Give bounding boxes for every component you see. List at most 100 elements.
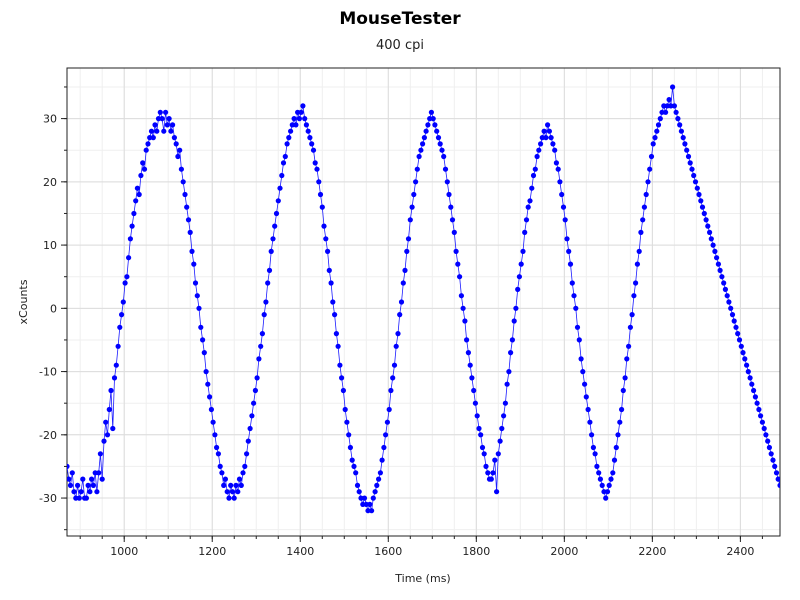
data-point xyxy=(337,362,343,368)
x-tick-label: 2000 xyxy=(550,545,578,558)
data-point xyxy=(210,419,216,425)
data-point xyxy=(576,337,582,343)
data-point xyxy=(698,198,704,204)
data-point xyxy=(663,109,669,115)
data-point xyxy=(97,451,103,457)
y-tick-label: 20 xyxy=(43,176,57,189)
data-point xyxy=(164,122,170,128)
data-point xyxy=(219,470,225,476)
data-point xyxy=(157,109,163,115)
data-point xyxy=(347,444,353,451)
data-point xyxy=(534,153,540,160)
data-point xyxy=(495,451,501,457)
data-point xyxy=(356,489,362,495)
data-point xyxy=(694,185,700,191)
data-point xyxy=(775,476,780,482)
data-point xyxy=(553,160,560,166)
data-point xyxy=(691,172,697,179)
data-point xyxy=(205,381,211,387)
data-point xyxy=(599,482,605,488)
data-point xyxy=(141,166,148,172)
data-point xyxy=(71,489,77,495)
data-point xyxy=(349,457,355,463)
data-point xyxy=(296,116,302,122)
data-point xyxy=(221,482,227,488)
data-point xyxy=(712,248,718,254)
data-point xyxy=(460,305,466,311)
data-point xyxy=(402,267,408,273)
data-point xyxy=(421,135,427,141)
data-point xyxy=(555,166,561,172)
x-tick-label: 1200 xyxy=(198,545,226,558)
data-point xyxy=(726,299,732,305)
data-point xyxy=(238,482,244,488)
data-point xyxy=(435,135,442,141)
data-point xyxy=(453,248,459,254)
series-line xyxy=(67,86,780,513)
data-point xyxy=(622,375,628,381)
data-point xyxy=(613,444,619,451)
data-point xyxy=(740,350,746,356)
data-point xyxy=(222,476,228,482)
data-point xyxy=(414,166,420,172)
data-point xyxy=(224,489,230,495)
data-point xyxy=(284,141,290,147)
data-point xyxy=(585,406,591,413)
data-point xyxy=(325,248,331,254)
data-point xyxy=(566,248,572,254)
data-point xyxy=(134,185,140,191)
chart-subtitle: 400 cpi xyxy=(376,38,424,53)
data-point xyxy=(557,179,563,185)
x-tick-label: 1000 xyxy=(110,545,138,558)
data-point xyxy=(455,261,461,267)
data-point xyxy=(509,337,515,343)
data-point xyxy=(126,255,132,261)
data-point xyxy=(351,463,357,469)
data-point xyxy=(386,406,392,413)
data-point xyxy=(69,470,75,476)
data-point xyxy=(152,122,158,128)
data-point xyxy=(756,406,762,413)
data-point xyxy=(530,172,537,179)
data-point xyxy=(309,141,315,147)
data-point xyxy=(620,387,626,394)
data-point xyxy=(560,204,567,210)
data-point xyxy=(282,153,288,160)
data-point xyxy=(590,444,597,451)
data-point xyxy=(198,324,204,330)
data-point xyxy=(185,217,192,223)
data-point xyxy=(265,280,271,286)
data-point xyxy=(365,508,371,514)
data-point xyxy=(229,489,236,495)
data-point xyxy=(259,331,265,337)
data-point xyxy=(689,166,695,172)
y-tick-label: -30 xyxy=(39,492,57,505)
data-point xyxy=(529,185,535,191)
data-point xyxy=(254,375,260,381)
data-point xyxy=(332,312,338,318)
data-point xyxy=(122,280,128,286)
data-point xyxy=(469,375,475,381)
data-point xyxy=(393,343,399,349)
data-point xyxy=(582,381,588,387)
data-point xyxy=(733,324,739,330)
data-point xyxy=(175,153,181,160)
data-point xyxy=(596,470,602,476)
data-point xyxy=(307,135,313,141)
data-point xyxy=(145,141,151,147)
data-point xyxy=(546,128,553,134)
data-point xyxy=(314,166,320,172)
data-point xyxy=(108,387,114,394)
data-point xyxy=(513,305,519,311)
data-point xyxy=(182,191,188,198)
data-point xyxy=(388,387,394,394)
data-point xyxy=(647,166,653,172)
data-point xyxy=(379,457,385,463)
data-point xyxy=(735,331,741,337)
data-point xyxy=(761,425,767,432)
data-point xyxy=(240,470,246,476)
data-point xyxy=(744,362,750,368)
data-point xyxy=(305,128,311,134)
data-point xyxy=(256,356,262,362)
data-point xyxy=(523,217,530,223)
